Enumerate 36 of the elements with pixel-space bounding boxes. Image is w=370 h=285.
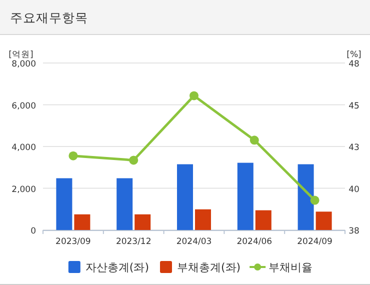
bar xyxy=(134,214,151,230)
y-tick-label: 0 xyxy=(30,226,36,236)
y2-tick-label: 48 xyxy=(348,60,360,70)
y-tick-label: 6,000 xyxy=(12,101,36,112)
bar xyxy=(255,210,272,230)
y2-tick-label: 38 xyxy=(348,226,360,236)
y2-tick-label: 45 xyxy=(348,101,360,112)
x-tick-label: 2023/09 xyxy=(56,237,91,247)
bar xyxy=(237,162,254,230)
legend-label: 부채비율 xyxy=(268,261,313,274)
point xyxy=(190,91,198,100)
legend-label: 자산총계(좌) xyxy=(85,261,149,274)
legend-label: 부채총계(좌) xyxy=(177,261,241,274)
x-tick-label: 2024/06 xyxy=(236,237,272,247)
y-axis-title: [억원] xyxy=(8,50,34,60)
y2-tick-label: 43 xyxy=(348,143,360,153)
point xyxy=(68,151,78,160)
bar xyxy=(56,178,72,230)
y2-axis-title: [%] xyxy=(346,50,362,60)
bar xyxy=(116,178,133,230)
bar xyxy=(177,164,193,230)
bar xyxy=(74,214,90,230)
point xyxy=(310,196,320,205)
point xyxy=(250,136,259,145)
point xyxy=(129,156,138,165)
bar xyxy=(316,212,332,230)
x-tick-label: 2024/03 xyxy=(176,237,212,247)
bar xyxy=(298,164,314,230)
y-tick-label: 2,000 xyxy=(12,184,36,195)
x-tick-label: 2023/12 xyxy=(116,237,152,247)
bar xyxy=(195,209,211,230)
y-tick-label: 8,000 xyxy=(12,60,36,70)
x-tick-label: 2024/09 xyxy=(297,237,332,247)
chart-title: 주요재무항목 xyxy=(10,10,88,25)
y2-tick-label: 40 xyxy=(348,184,360,195)
y-tick-label: 4,000 xyxy=(12,143,36,153)
